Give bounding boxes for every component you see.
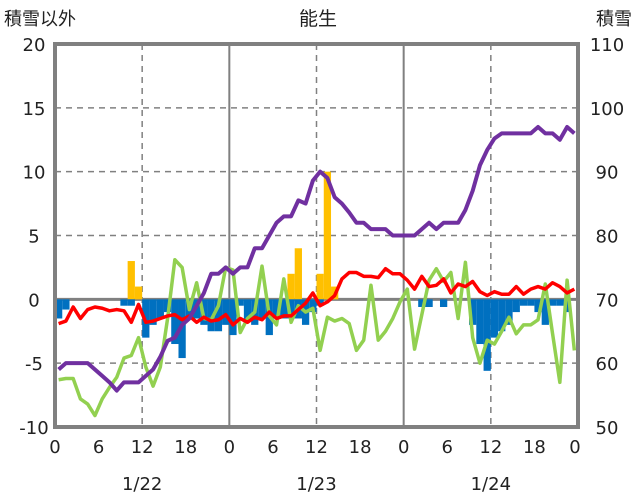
left-tick-label: 20 — [23, 35, 46, 56]
x-tick-label: 0 — [398, 437, 409, 458]
blue-bars-bar — [490, 299, 499, 338]
x-tick-label: 12 — [479, 437, 502, 458]
right-tick-label: 50 — [596, 418, 619, 439]
blue-bars-bar — [287, 299, 295, 319]
orange-bars-bar — [323, 171, 332, 300]
blue-bars-bar — [563, 299, 571, 313]
green-line-series — [58, 258, 577, 418]
orange-bars-bar — [316, 273, 324, 300]
blue-bars-bar — [469, 299, 477, 325]
x-tick-label: 0 — [49, 437, 60, 458]
blue-bars-bar — [214, 299, 223, 332]
left-tick-label: 0 — [28, 290, 39, 311]
blue-bars-bar — [207, 299, 215, 332]
right-tick-label: 60 — [596, 354, 619, 375]
date-label: 1/24 — [471, 474, 511, 495]
right-tick-label: 80 — [596, 227, 619, 248]
lines — [57, 124, 577, 418]
plot-frame — [53, 42, 580, 429]
blue-bars-bar — [62, 299, 70, 310]
orange-bars-bar — [127, 261, 135, 300]
blue-bars-bar — [309, 299, 317, 313]
x-tick-label: 6 — [267, 437, 278, 458]
blue-bars-bar — [534, 299, 542, 313]
x-tick-label: 18 — [174, 437, 197, 458]
blue-bars-bar — [541, 299, 549, 325]
blue-bars-bar — [222, 299, 230, 325]
blue-bars-bar — [519, 299, 528, 306]
blue-bars-bar — [55, 299, 63, 319]
left-tick-label: 15 — [23, 99, 46, 120]
blue-bars-bar — [171, 299, 179, 345]
blue-bars-bar — [149, 299, 157, 325]
blue-bars-bar — [439, 299, 448, 307]
blue-bars-bar — [548, 299, 557, 306]
right-tick-label: 110 — [590, 35, 624, 56]
blue-bars-bar — [127, 299, 135, 306]
left-tick-label: 5 — [28, 227, 39, 248]
blue-bars-bar — [556, 299, 564, 306]
blue-bars-bar — [229, 299, 237, 336]
x-tick-label: 6 — [93, 437, 104, 458]
x-tick-label: 0 — [569, 437, 580, 458]
blue-bars-bar — [243, 299, 252, 322]
blue-bars-bar — [527, 299, 535, 306]
right-axis-label: 積雪 — [596, 9, 632, 30]
x-tick-label: 18 — [349, 437, 372, 458]
left-tick-label: -5 — [25, 354, 43, 375]
bars — [55, 171, 571, 371]
orange-bars-bar — [294, 248, 302, 300]
x-tick-label: 18 — [523, 437, 546, 458]
blue-bars-bar — [120, 299, 128, 306]
blue-bars-bar — [272, 299, 281, 319]
left-tick-label: 10 — [23, 163, 46, 184]
right-tick-label: 100 — [590, 99, 624, 120]
blue-bars-bar — [483, 299, 491, 371]
x-tick-label: 6 — [442, 437, 453, 458]
blue-bars-bar — [418, 299, 426, 307]
blue-bars-bar — [156, 299, 164, 319]
orange-bars-bar — [134, 286, 143, 300]
blue-bars-bar — [512, 299, 520, 313]
right-tick-label: 70 — [596, 290, 619, 311]
blue-bars-bar — [258, 299, 266, 319]
x-tick-label: 12 — [131, 437, 154, 458]
blue-bars-bar — [425, 299, 433, 307]
date-label: 1/22 — [122, 474, 162, 495]
blue-bars-bar — [498, 299, 506, 332]
blue-bars-bar — [280, 299, 288, 319]
plot-border — [53, 42, 580, 429]
chart-title: 能生 — [299, 8, 337, 30]
blue-bars-bar — [236, 299, 244, 306]
orange-bars-bar — [287, 273, 295, 300]
snow-depth-series — [57, 124, 576, 393]
left-tick-label: -10 — [19, 418, 48, 439]
right-tick-label: 90 — [596, 163, 619, 184]
left-axis-label: 積雪以外 — [4, 9, 76, 30]
x-tick-label: 12 — [305, 437, 328, 458]
red-line-series — [58, 266, 576, 327]
x-tick-label: 0 — [224, 437, 235, 458]
blue-bars-bar — [476, 299, 484, 345]
date-label: 1/23 — [296, 474, 336, 495]
gridlines — [55, 44, 578, 427]
blue-bars-bar — [505, 299, 513, 325]
